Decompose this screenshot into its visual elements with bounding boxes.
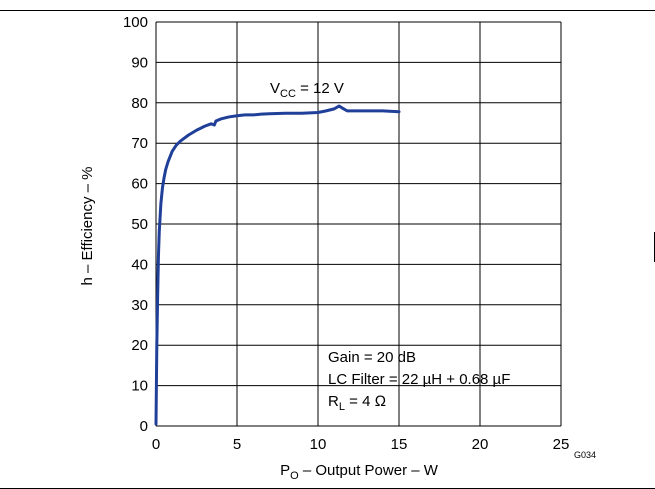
lc-filter-annotation: LC Filter = 22 µH + 0.68 µF — [328, 371, 510, 388]
vcc-rest: = 12 V — [296, 80, 344, 97]
y-tick-label: 30 — [131, 297, 148, 314]
rl-symbol: R — [328, 393, 339, 410]
y-tick-label: 20 — [131, 337, 148, 354]
grid — [155, 21, 562, 427]
x-tick-label: 10 — [310, 436, 327, 453]
rl-rest: = 4 Ω — [345, 393, 386, 410]
x-axis-title-subscript: O — [290, 470, 299, 482]
x-axis-title-symbol: P — [280, 462, 290, 479]
rl-subscript: L — [339, 401, 345, 413]
y-tick-label: 0 — [140, 418, 148, 435]
efficiency-series-line — [154, 104, 401, 426]
top-rule — [0, 10, 655, 11]
y-axis-title: h – Efficiency – % — [79, 167, 96, 286]
x-tick-label: 20 — [472, 436, 489, 453]
y-tick-label: 70 — [131, 135, 148, 152]
rl-annotation: RL = 4 Ω — [328, 393, 386, 413]
x-tick-label: 15 — [391, 436, 408, 453]
x-axis-title: PO – Output Power – W — [280, 462, 439, 482]
y-tick-label: 10 — [131, 378, 148, 395]
figure-id: G034 — [574, 450, 596, 460]
y-tick-label: 80 — [131, 95, 148, 112]
x-tick-labels: 0 5 10 15 20 25 — [152, 436, 570, 453]
x-tick-label: 0 — [152, 436, 160, 453]
y-tick-label: 100 — [123, 14, 148, 31]
vcc-annotation: VCC = 12 V — [270, 80, 344, 100]
y-tick-labels: 0 10 20 30 40 50 60 70 80 90 100 — [123, 14, 148, 435]
vcc-subscript: CC — [280, 88, 296, 100]
y-tick-label: 60 — [131, 176, 148, 193]
gain-annotation: Gain = 20 dB — [328, 349, 416, 366]
y-tick-label: 40 — [131, 256, 148, 273]
x-tick-label: 25 — [553, 436, 570, 453]
y-tick-label: 50 — [131, 216, 148, 233]
y-tick-label: 90 — [131, 54, 148, 71]
vcc-symbol: V — [270, 80, 280, 97]
x-axis-title-rest: – Output Power – W — [299, 462, 439, 479]
x-tick-label: 5 — [233, 436, 241, 453]
